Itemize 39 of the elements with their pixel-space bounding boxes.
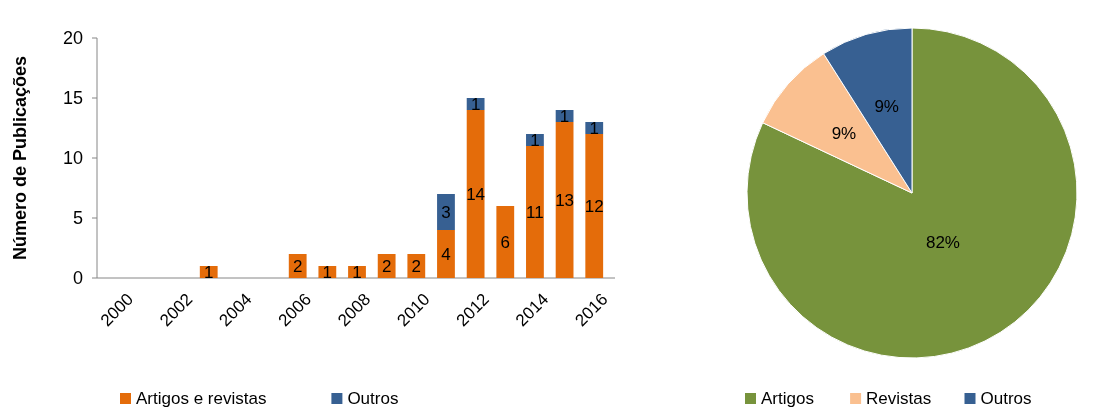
y-tick-label: 10 (62, 148, 83, 168)
data-label: 2 (381, 257, 392, 276)
data-label: 2 (292, 257, 303, 276)
data-label: 9% (831, 123, 857, 143)
data-label: 1 (322, 263, 333, 282)
data-label: 82% (925, 232, 960, 252)
bar (496, 206, 515, 278)
legend-label: Artigos e revistas (136, 389, 267, 408)
data-label: 3 (441, 203, 451, 222)
y-axis-title: Número de Publicações (10, 55, 30, 261)
data-label: 1 (203, 263, 214, 282)
bar (437, 194, 455, 230)
legend-label: Outros (347, 389, 399, 408)
data-label: 9% (874, 96, 899, 116)
y-tick-label: 0 (72, 268, 83, 288)
data-label: 12 (584, 197, 604, 216)
data-label: 1 (559, 107, 570, 126)
pie-slice (746, 27, 1078, 359)
legend-label: Outros (980, 389, 1032, 408)
data-label: 2 (411, 257, 422, 276)
data-label: 4 (441, 245, 451, 264)
data-label: 6 (500, 233, 511, 252)
legend-label: Revistas (866, 389, 932, 408)
data-label: 1 (352, 263, 362, 282)
data-label: 13 (555, 191, 575, 210)
bar (555, 122, 574, 278)
legend-label: Artigos (761, 389, 814, 408)
y-tick-label: 20 (62, 28, 83, 48)
data-label: 11 (526, 203, 544, 222)
data-label: 1 (530, 131, 540, 150)
bar (526, 146, 544, 278)
bar (585, 134, 604, 278)
data-label: 1 (589, 119, 599, 138)
bar (437, 230, 455, 278)
bar (466, 110, 485, 278)
y-tick-label: 15 (62, 88, 83, 108)
data-label: 1 (470, 95, 481, 114)
data-label: 14 (466, 185, 486, 204)
y-tick-label: 5 (72, 208, 83, 228)
